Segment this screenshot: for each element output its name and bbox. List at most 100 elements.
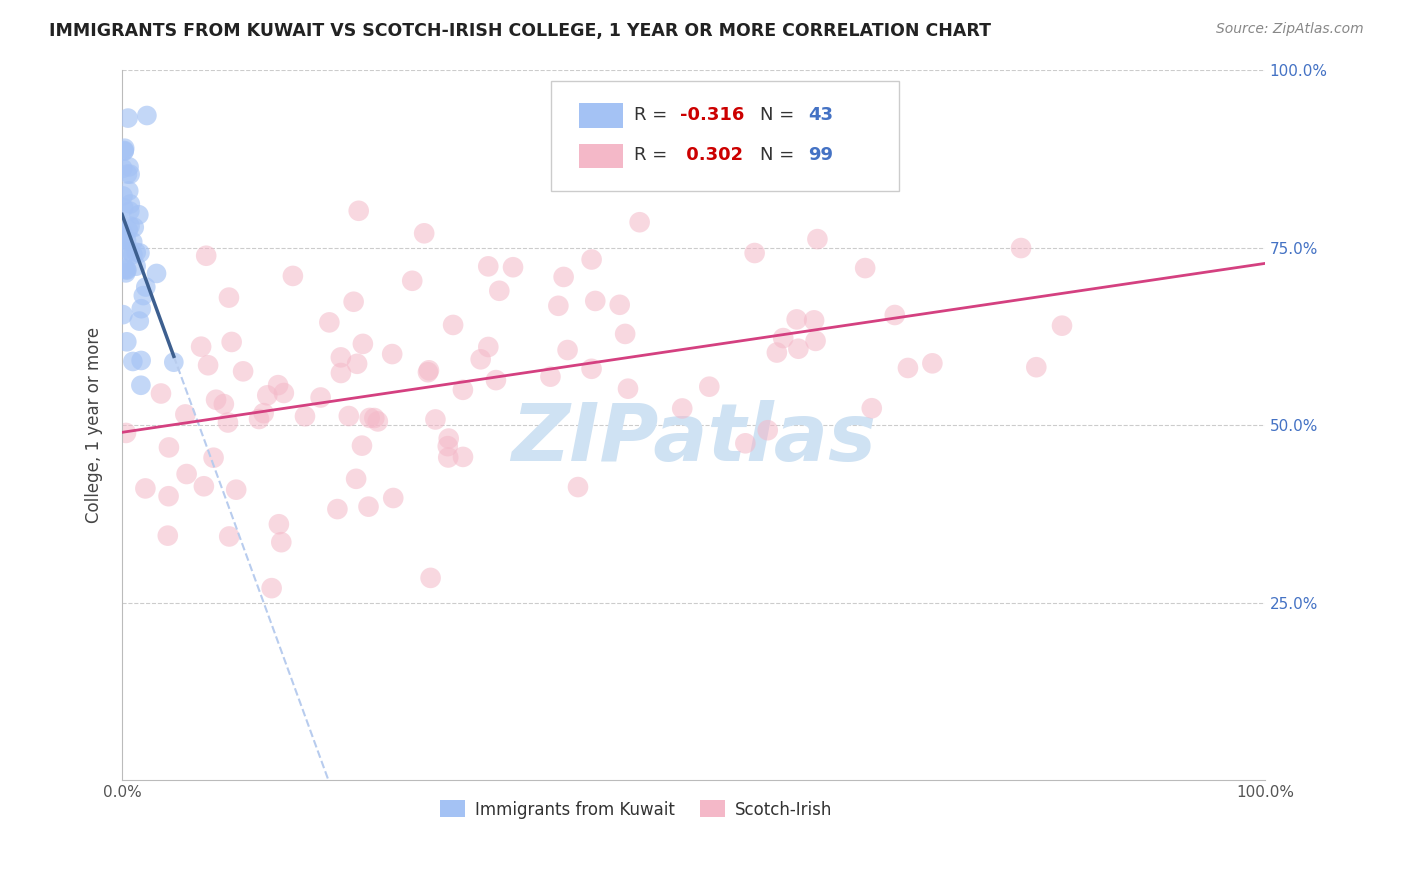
Point: [225, 483, 247, 497]
Text: -0.316: -0.316: [679, 106, 744, 124]
Point: [125, 259, 148, 273]
Point: [547, 299, 569, 313]
Point: [135, 280, 157, 294]
Point: [118, 244, 141, 259]
Point: [132, 288, 155, 302]
Point: [540, 369, 562, 384]
Point: [477, 340, 499, 354]
Point: [267, 378, 290, 392]
Point: [614, 326, 637, 341]
Point: [567, 480, 589, 494]
Point: [157, 441, 180, 455]
Point: [357, 500, 380, 514]
Point: [195, 249, 218, 263]
Point: [883, 308, 905, 322]
Point: [129, 301, 152, 316]
Y-axis label: College, 1 year or more: College, 1 year or more: [86, 327, 103, 524]
Text: R =: R =: [634, 106, 673, 124]
Point: [273, 386, 295, 401]
Point: [253, 406, 276, 420]
Point: [247, 412, 270, 426]
Point: [129, 378, 152, 392]
Point: [1010, 241, 1032, 255]
Point: [118, 160, 141, 174]
Point: [382, 491, 405, 505]
Point: [156, 528, 179, 542]
Point: [734, 436, 756, 450]
Point: [112, 244, 135, 258]
Point: [697, 379, 720, 393]
Text: 0.302: 0.302: [679, 146, 742, 164]
Point: [163, 355, 186, 369]
Point: [337, 409, 360, 423]
Point: [111, 189, 134, 203]
Bar: [579, 103, 623, 128]
Point: [804, 334, 827, 348]
Point: [111, 226, 134, 240]
Point: [343, 294, 366, 309]
Point: [125, 245, 148, 260]
Point: [121, 235, 143, 249]
Point: [329, 351, 352, 365]
Point: [485, 373, 508, 387]
FancyBboxPatch shape: [551, 80, 900, 191]
Point: [921, 356, 943, 370]
Point: [860, 401, 883, 416]
Point: [118, 204, 141, 219]
Point: [145, 267, 167, 281]
Point: [149, 386, 172, 401]
Point: [121, 354, 143, 368]
Text: ZIPatlas: ZIPatlas: [510, 401, 876, 478]
Point: [381, 347, 404, 361]
Point: [367, 414, 389, 428]
Point: [350, 439, 373, 453]
Point: [309, 391, 332, 405]
Point: [128, 208, 150, 222]
Point: [281, 268, 304, 283]
Text: 99: 99: [807, 146, 832, 164]
Point: [117, 111, 139, 125]
Point: [897, 361, 920, 376]
Point: [294, 409, 316, 424]
Point: [853, 261, 876, 276]
Point: [451, 383, 474, 397]
Text: N =: N =: [759, 106, 800, 124]
Point: [326, 502, 349, 516]
Point: [772, 331, 794, 345]
Point: [766, 345, 789, 359]
Point: [114, 141, 136, 155]
Point: [256, 388, 278, 402]
Point: [352, 337, 374, 351]
Point: [157, 489, 180, 503]
Point: [425, 412, 447, 426]
Point: [346, 357, 368, 371]
Point: [318, 315, 340, 329]
Point: [1050, 318, 1073, 333]
Point: [413, 227, 436, 241]
Point: [176, 467, 198, 481]
Point: [756, 423, 779, 437]
Point: [114, 266, 136, 280]
Point: [221, 334, 243, 349]
Point: [117, 223, 139, 237]
Text: 43: 43: [807, 106, 832, 124]
Point: [488, 284, 510, 298]
Point: [115, 334, 138, 349]
Point: [217, 416, 239, 430]
Point: [787, 342, 810, 356]
Point: [112, 145, 135, 159]
Point: [260, 581, 283, 595]
Point: [401, 274, 423, 288]
Point: [202, 450, 225, 465]
Point: [347, 203, 370, 218]
Point: [583, 293, 606, 308]
Point: [120, 219, 142, 233]
Point: [118, 184, 141, 198]
Point: [129, 246, 152, 260]
Point: [174, 408, 197, 422]
Point: [803, 313, 825, 327]
Point: [806, 232, 828, 246]
Point: [111, 161, 134, 176]
Point: [205, 392, 228, 407]
Point: [120, 197, 142, 211]
